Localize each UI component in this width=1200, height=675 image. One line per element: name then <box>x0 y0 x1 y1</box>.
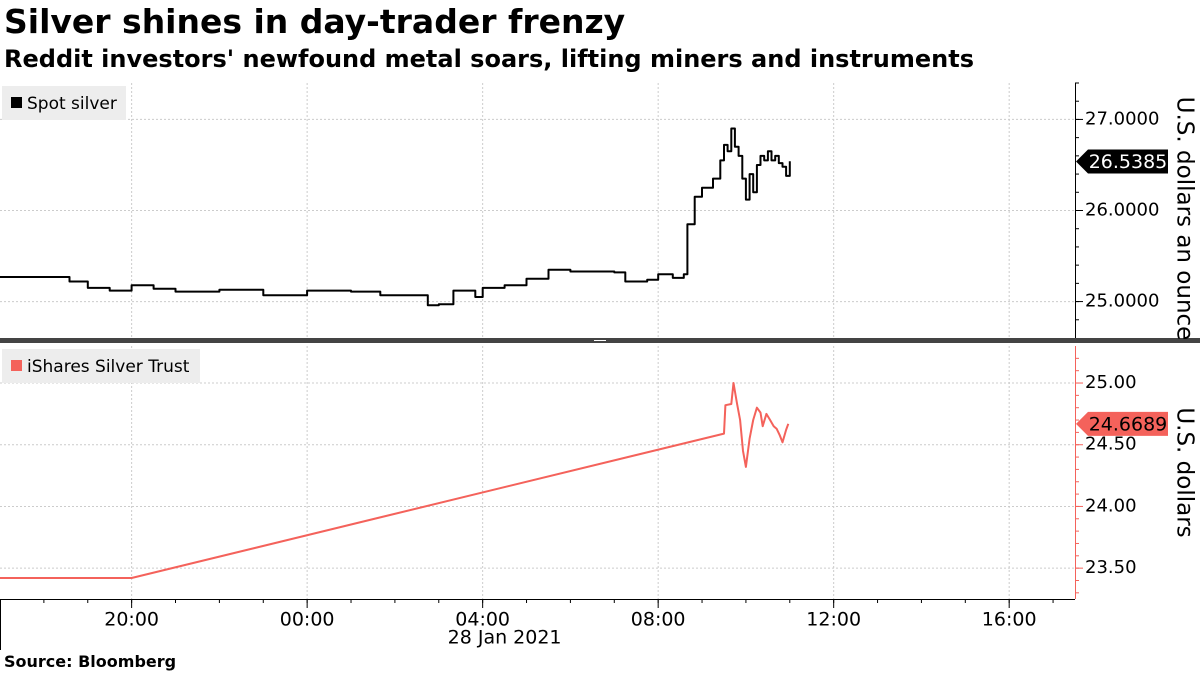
y-tick-label: 26.0000 <box>1085 200 1159 221</box>
y-tick-label: 24.50 <box>1085 434 1137 455</box>
chart-area: 20:00 00:00 04:00 08:00 12:00 16:00 28 Jan 202… <box>0 82 1200 650</box>
x-tick-label: 08:00 <box>631 609 686 631</box>
legend-spot-silver: Spot silver <box>2 86 126 120</box>
axis-layer <box>0 82 1200 650</box>
x-tick-label: 20:00 <box>104 609 159 631</box>
chart-subtitle: Reddit investors' newfound metal soars, … <box>4 45 974 73</box>
x-tick-label: 12:00 <box>806 609 861 631</box>
chart-title: Silver shines in day-trader frenzy <box>4 2 626 41</box>
y-tick-label: 24.00 <box>1085 495 1137 516</box>
last-value-tag: 24.6689 <box>1076 411 1168 436</box>
y-axis-title: U.S. dollars <box>1172 407 1198 537</box>
x-tick-label: 00:00 <box>280 609 335 631</box>
x-tick-label: 04:00 <box>455 609 510 631</box>
last-value-tag: 26.5385 <box>1076 149 1168 174</box>
ishares-line <box>0 382 790 579</box>
y-tick-label: 25.00 <box>1085 372 1137 393</box>
series-layer <box>0 127 791 579</box>
x-tick-label: 16:00 <box>982 609 1037 631</box>
last-value-tag-shape <box>1076 149 1168 174</box>
legend-swatch <box>11 97 22 108</box>
label-layer: 20:00 00:00 04:00 08:00 12:00 16:00 28 Jan 202… <box>2 86 1198 649</box>
last-value-text: 24.6689 <box>1089 413 1168 435</box>
y-tick-label: 27.0000 <box>1085 108 1159 129</box>
y-axis-title: U.S. dollars an ounce <box>1172 97 1198 341</box>
source-note: Source: Bloomberg <box>4 652 177 671</box>
y-tick-label: 23.50 <box>1085 557 1137 578</box>
legend-label: iShares Silver Trust <box>27 357 190 377</box>
spot-silver-line <box>0 127 791 307</box>
last-value-tag-shape <box>1076 411 1168 436</box>
legend-background <box>2 349 200 383</box>
legend-swatch <box>11 360 22 371</box>
legend-ishares: iShares Silver Trust <box>2 349 200 383</box>
x-date-label: 28 Jan 2021 <box>448 627 562 649</box>
last-value-text: 26.5385 <box>1089 151 1168 173</box>
legend-background <box>2 86 126 120</box>
legend-label: Spot silver <box>27 94 117 114</box>
y-tick-label: 25.0000 <box>1085 291 1159 312</box>
